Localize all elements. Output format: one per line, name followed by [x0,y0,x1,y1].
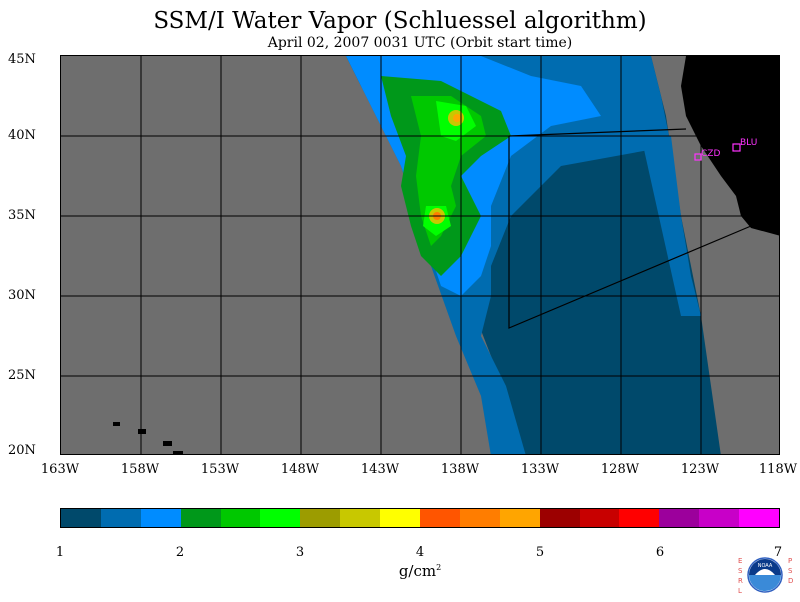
lat-label-30n: 30N [8,288,36,303]
map-svg: CZD BLU [61,56,779,454]
colorbar-swatch-6 [300,509,341,527]
station-blu-marker [732,143,741,152]
logo-right-letter-d: D [788,577,793,585]
colorbar-tick-6: 6 [655,545,665,560]
units-text: g/cm [398,562,437,580]
logo-right-letter-s: S [788,567,793,575]
colorbar-tick-7: 7 [773,545,783,560]
units-exponent: 2 [436,563,442,572]
peak-north-inner [453,114,461,122]
colorbar-tick-2: 2 [175,545,185,560]
lat-label-40n: 40N [8,128,36,143]
lat-label-20n: 20N [8,443,36,458]
land-north-america [681,56,779,236]
noaa-seal-bird-icon [755,569,775,575]
lon-label-163w: 163W [40,462,80,477]
logo-left-letter-r: R [738,577,743,585]
lon-label-138w: 138W [440,462,480,477]
colorbar-swatch-7 [340,509,381,527]
lon-label-128w: 128W [600,462,640,477]
station-czd-marker [694,153,702,161]
colorbar-swatch-9 [420,509,460,527]
logo-left-letter-e: E [738,557,742,565]
logo-left-letter-s: S [738,567,743,575]
map-title: SSM/I Water Vapor (Schluessel algorithm) [153,8,647,34]
map-panel: CZD BLU [60,55,780,455]
island-kauai [113,422,120,426]
lon-label-118w: 118W [758,462,798,477]
map-grid [61,56,779,454]
colorbar-swatch-11 [499,509,540,527]
island-maui [163,441,172,446]
lat-label-45n: 45N [8,52,36,67]
colorbar-swatch-8 [380,509,421,527]
colorbar-swatch-13 [579,509,620,527]
lon-label-133w: 133W [520,462,560,477]
colorbar-swatch-5 [260,509,301,527]
colorbar-swatch-0 [61,509,101,527]
colorbar-swatch-12 [539,509,580,527]
logo-center-text: NOAA [758,563,773,569]
lon-label-143w: 143W [360,462,400,477]
station-czd-label: CZD [701,149,720,159]
colorbar-swatch-14 [619,509,660,527]
colorbar-tick-1: 1 [55,545,65,560]
colorbar-swatch-4 [220,509,261,527]
island-oahu [138,429,146,434]
lat-label-25n: 25N [8,368,36,383]
domain-outline-north [508,128,687,137]
swath-mid-east [641,136,701,316]
colorbar-swatch-15 [659,509,700,527]
domain-outline-west [508,136,752,329]
colorbar-swatch-17 [739,509,780,527]
lon-label-148w: 148W [280,462,320,477]
island-hawaii [173,451,183,454]
noaa-seal-sea-icon [749,575,781,591]
logo-right-letter-p: P [788,557,792,565]
lon-label-123w: 123W [680,462,720,477]
logo-left-letter-l: L [738,587,742,595]
colorbar-swatch-3 [180,509,221,527]
lon-label-158w: 158W [120,462,160,477]
colorbar-swatch-10 [459,509,500,527]
noaa-seal-sky-icon [749,559,781,575]
colorbar-units: g/cm2 [0,562,800,580]
colorbar-tick-3: 3 [295,545,305,560]
map-subtitle: April 02, 2007 0031 UTC (Orbit start tim… [267,35,573,51]
colorbar-tick-4: 4 [415,545,425,560]
colorbar-swatch-16 [699,509,740,527]
colorbar-swatch-2 [140,509,181,527]
station-blu-label: BLU [740,138,757,148]
colorbar-tick-5: 5 [535,545,545,560]
noaa-logo: E S R L NOAA P S D [735,553,795,598]
colorbar-swatch-1 [100,509,141,527]
lat-label-35n: 35N [8,208,36,223]
colorbar [60,508,780,528]
lon-label-153w: 153W [200,462,240,477]
